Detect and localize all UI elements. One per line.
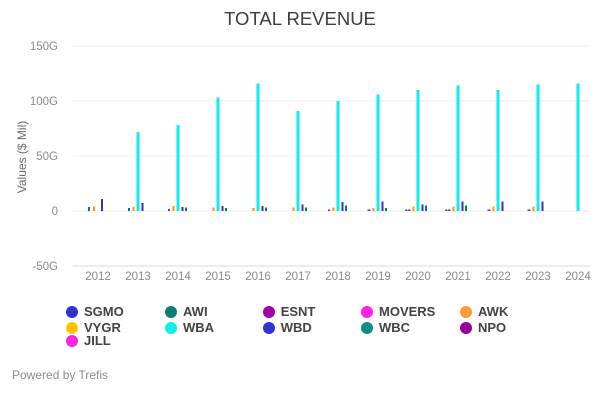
svg-text:100G: 100G: [30, 96, 58, 108]
svg-text:2018: 2018: [325, 271, 351, 283]
svg-text:2022: 2022: [485, 271, 511, 283]
svg-text:2020: 2020: [405, 271, 431, 283]
svg-text:2016: 2016: [245, 271, 271, 283]
svg-text:0: 0: [52, 206, 58, 218]
svg-text:2021: 2021: [445, 271, 471, 283]
svg-text:2014: 2014: [165, 271, 191, 283]
svg-text:2015: 2015: [205, 271, 231, 283]
svg-text:2012: 2012: [85, 271, 111, 283]
svg-text:2023: 2023: [525, 271, 551, 283]
svg-text:150G: 150G: [30, 41, 58, 53]
svg-text:-50G: -50G: [32, 261, 58, 273]
svg-text:2013: 2013: [125, 271, 151, 283]
svg-text:2019: 2019: [365, 271, 391, 283]
svg-text:50G: 50G: [36, 151, 58, 163]
svg-text:2024: 2024: [565, 271, 591, 283]
svg-text:2017: 2017: [285, 271, 311, 283]
